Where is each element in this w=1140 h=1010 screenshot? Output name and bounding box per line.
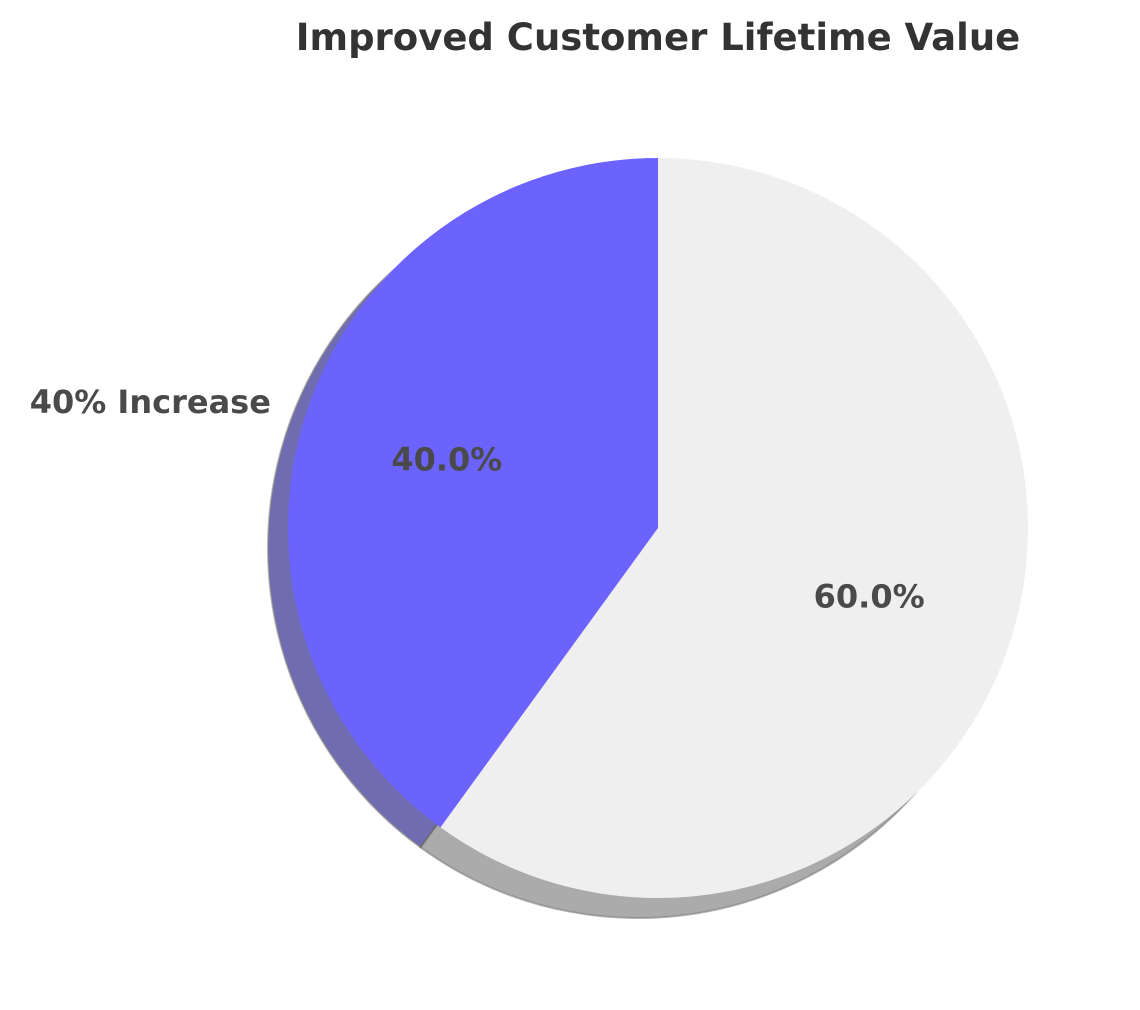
chart-title: Improved Customer Lifetime Value — [296, 16, 1021, 59]
pie-slices — [287, 158, 1028, 898]
pie-labels: 40.0% 40% Increase 60.0% — [30, 383, 925, 615]
pie-slice-2 — [440, 158, 1028, 898]
pie-slice-1 — [287, 158, 658, 828]
pie-category-label-1: 40% Increase — [30, 383, 271, 421]
pie-percent-label-2: 60.0% — [814, 578, 925, 616]
pie-percent-label-1: 40.0% — [391, 440, 502, 478]
